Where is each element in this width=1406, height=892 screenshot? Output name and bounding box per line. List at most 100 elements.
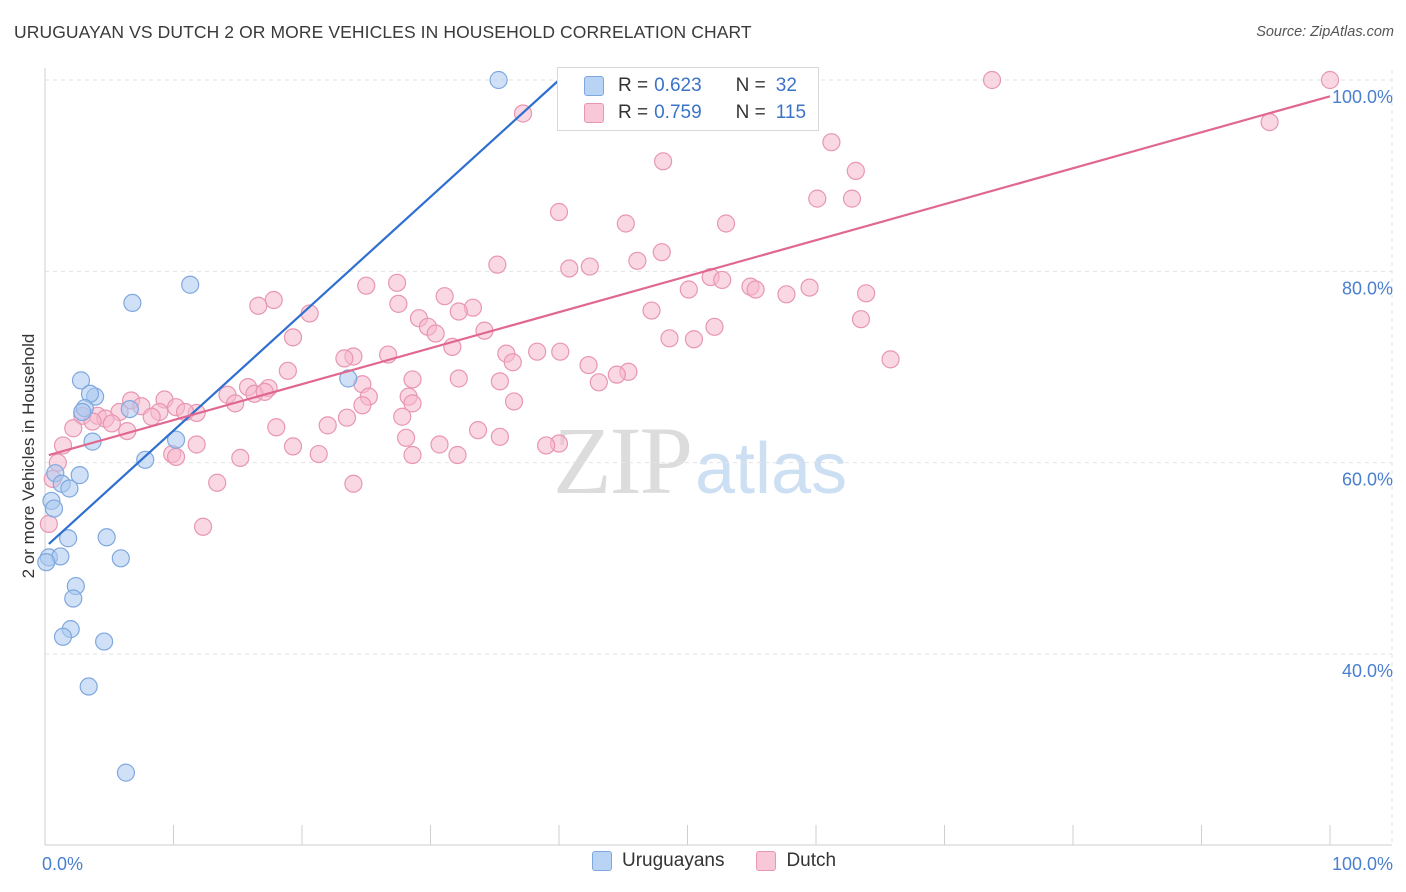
legend-r-value: 0.759 xyxy=(654,102,702,123)
source-label: Source: ZipAtlas.com xyxy=(1256,24,1394,40)
point-uruguayans xyxy=(166,430,186,449)
point-uruguayans xyxy=(59,529,78,548)
point-dutch xyxy=(503,353,522,372)
trend-line-uruguayans xyxy=(48,79,560,545)
point-dutch xyxy=(468,421,488,440)
point-dutch xyxy=(403,370,422,389)
point-dutch xyxy=(846,161,865,180)
point-dutch xyxy=(309,444,328,464)
point-dutch xyxy=(607,365,626,384)
legend-label: Uruguayans xyxy=(622,850,725,871)
point-dutch xyxy=(652,243,671,262)
point-dutch xyxy=(403,445,422,465)
legend-swatch-pink xyxy=(756,851,777,871)
point-dutch xyxy=(1260,112,1279,132)
point-dutch xyxy=(653,152,673,171)
point-uruguayans xyxy=(53,627,73,646)
point-dutch xyxy=(777,285,796,304)
point-dutch xyxy=(822,133,841,152)
point-uruguayans xyxy=(136,450,155,469)
point-dutch xyxy=(616,214,635,233)
point-dutch xyxy=(684,330,704,349)
point-dutch xyxy=(857,284,876,303)
point-dutch xyxy=(589,373,608,392)
legend-item-uruguayans[interactable]: Uruguayans xyxy=(592,850,724,872)
series-legend: Uruguayans Dutch xyxy=(592,850,868,872)
point-dutch xyxy=(642,301,661,320)
point-dutch xyxy=(842,189,862,208)
point-dutch xyxy=(39,514,58,533)
point-dutch xyxy=(64,419,83,438)
point-dutch xyxy=(504,392,524,411)
point-dutch xyxy=(679,280,698,299)
correlation-legend: R = 0.623 N = 32 R = 0.759 N = 115 xyxy=(557,67,819,131)
point-dutch xyxy=(249,296,268,315)
point-uruguayans xyxy=(70,466,89,485)
legend-n-value: 32 xyxy=(775,75,797,96)
point-dutch xyxy=(208,473,227,492)
point-uruguayans xyxy=(95,632,114,651)
legend-r-label: R = xyxy=(618,102,649,123)
point-dutch xyxy=(318,416,337,435)
point-dutch xyxy=(430,435,449,454)
point-uruguayans xyxy=(83,432,102,451)
point-dutch xyxy=(337,408,357,427)
point-dutch xyxy=(560,259,579,278)
point-uruguayans xyxy=(97,528,116,547)
legend-swatch-blue xyxy=(584,76,604,96)
legend-r-label: R = xyxy=(618,75,649,96)
point-dutch xyxy=(278,361,297,380)
trend-line-dutch xyxy=(48,95,1331,457)
point-dutch xyxy=(713,270,732,290)
y-tick-label: 100.0% xyxy=(1332,87,1393,107)
point-dutch xyxy=(403,394,422,413)
point-uruguayans xyxy=(339,369,358,388)
legend-n-label: N = xyxy=(735,102,766,123)
point-uruguayans xyxy=(73,402,92,422)
point-dutch xyxy=(344,474,363,493)
point-dutch xyxy=(449,369,468,388)
point-dutch xyxy=(193,517,213,536)
chart-title: URUGUAYAN VS DUTCH 2 OR MORE VEHICLES IN… xyxy=(14,22,752,42)
axes xyxy=(44,68,1392,846)
point-dutch xyxy=(628,251,647,270)
legend-item-dutch[interactable]: Dutch xyxy=(756,850,836,872)
x-tick-label: 0.0% xyxy=(42,854,83,874)
point-dutch xyxy=(705,317,724,336)
point-dutch xyxy=(808,189,827,208)
point-dutch xyxy=(283,328,303,347)
series-dutch xyxy=(39,70,1340,536)
point-dutch xyxy=(448,445,467,465)
point-dutch xyxy=(580,257,599,276)
point-dutch xyxy=(426,324,445,343)
point-dutch xyxy=(389,294,408,313)
point-dutch xyxy=(982,70,1002,90)
point-dutch xyxy=(393,407,412,426)
legend-n-value: 115 xyxy=(775,102,807,123)
y-axis-label: 2 or more Vehicles in Household xyxy=(19,334,38,579)
legend-r-value: 0.623 xyxy=(654,75,702,96)
point-uruguayans xyxy=(489,70,508,90)
point-dutch xyxy=(800,278,819,297)
point-dutch xyxy=(551,342,570,361)
point-dutch xyxy=(396,428,416,447)
y-tick-label: 60.0% xyxy=(1342,470,1393,490)
legend-swatch-pink xyxy=(584,103,604,123)
legend-label: Dutch xyxy=(786,850,837,871)
axis-labels: 40.0% 60.0% 80.0% 100.0% 0.0% 100.0% 2 or more… xyxy=(19,87,1393,874)
point-dutch xyxy=(490,372,509,391)
point-dutch xyxy=(267,418,286,437)
point-dutch xyxy=(528,342,547,361)
point-dutch xyxy=(490,427,509,446)
watermark: ZIPatlas xyxy=(553,405,847,516)
y-tick-label: 40.0% xyxy=(1342,661,1393,681)
point-dutch xyxy=(435,287,454,306)
point-dutch xyxy=(549,202,569,222)
watermark-zip: ZIP xyxy=(553,407,693,514)
point-uruguayans xyxy=(79,677,98,696)
point-dutch xyxy=(579,355,598,375)
point-dutch xyxy=(660,329,679,348)
watermark-atlas: atlas xyxy=(695,429,848,509)
point-dutch xyxy=(387,273,407,292)
point-dutch xyxy=(716,214,736,233)
